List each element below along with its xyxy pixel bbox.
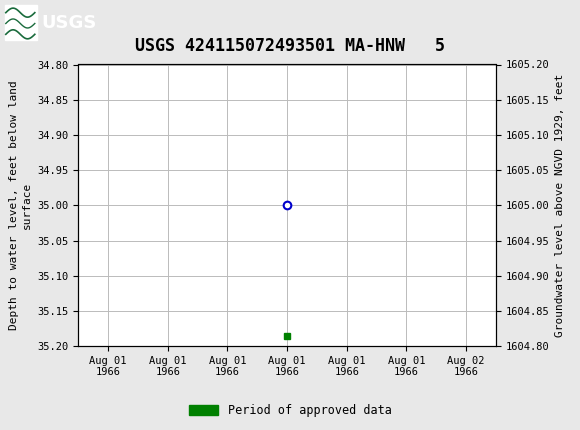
- Y-axis label: Depth to water level, feet below land
surface: Depth to water level, feet below land su…: [9, 80, 32, 330]
- Text: USGS 424115072493501 MA-HNW   5: USGS 424115072493501 MA-HNW 5: [135, 37, 445, 55]
- Legend: Period of approved data: Period of approved data: [184, 399, 396, 422]
- Y-axis label: Groundwater level above NGVD 1929, feet: Groundwater level above NGVD 1929, feet: [555, 74, 565, 337]
- Text: USGS: USGS: [42, 14, 97, 31]
- Bar: [5, 6, 37, 40]
